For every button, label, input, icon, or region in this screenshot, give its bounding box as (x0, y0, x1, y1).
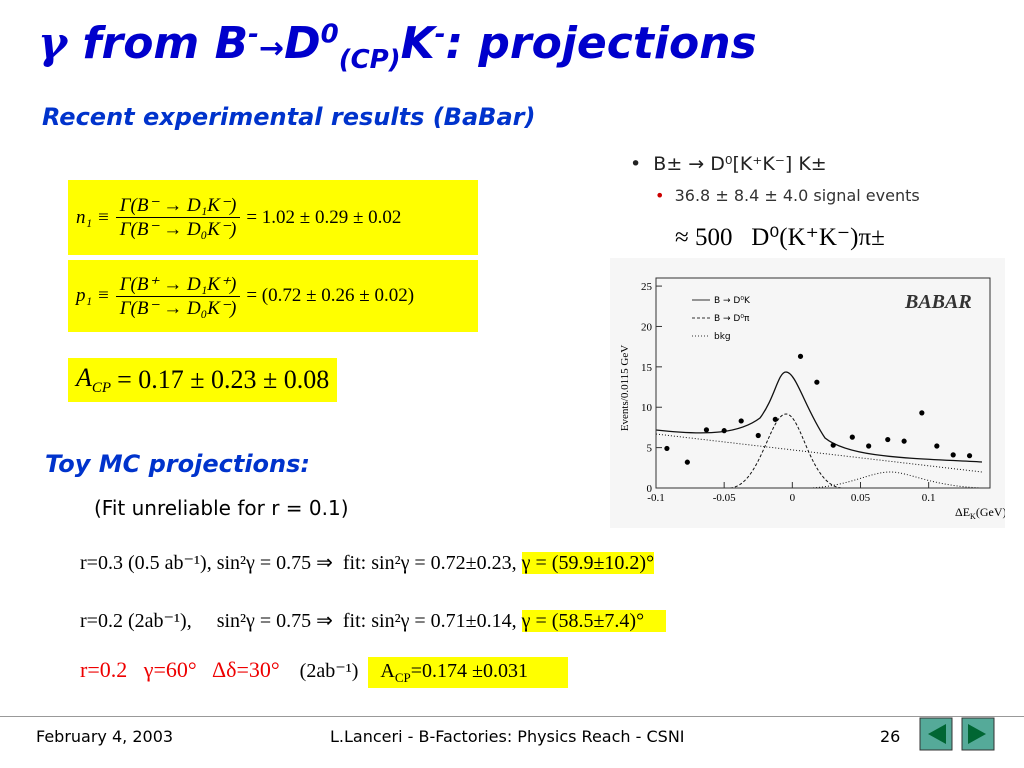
page-number: 26 (880, 727, 901, 746)
title-part: D (284, 18, 321, 69)
footer-rule (0, 716, 1024, 717)
fit-curve (655, 371, 983, 463)
eq-numerator: Γ(B⁻ → D₁K⁻) (115, 194, 241, 218)
data-point (684, 459, 690, 465)
bullet-text: 36.8 ± 8.4 ± 4.0 signal events (674, 186, 920, 205)
bullet: • 36.8 ± 8.4 ± 4.0 signal events (655, 186, 920, 205)
x-label-part: ΔE (955, 505, 970, 519)
note: (Fit unreliable for r = 0.1) (94, 496, 349, 520)
toy-text: r=0.2 (2ab⁻¹), sin²γ = 0.75 ⇒ fit: sin²γ… (80, 610, 517, 632)
eq-symbol: A (76, 362, 92, 392)
plot-frame (655, 277, 991, 489)
nav-buttons (919, 717, 995, 751)
legend-label: bkg (714, 332, 731, 342)
result-value: =0.174 ±0.031 (410, 660, 529, 682)
eq-lhs: n₁ ≡ (76, 206, 110, 228)
eq-rhs: = 0.17 ± 0.23 ± 0.08 (117, 365, 330, 394)
x-tick-label: 0.1 (922, 492, 936, 504)
section-heading: Toy MC projections: (45, 450, 311, 478)
toy-result: γ = (59.9±10.2)° (521, 552, 655, 574)
subtitle: Recent experimental results (BaBar) (42, 103, 536, 131)
result-sub: CP (394, 670, 411, 685)
toy-params: r=0.2 γ=60° Δδ=30° (80, 657, 280, 682)
eq-lhs: p₁ ≡ (76, 285, 110, 306)
signal-curve (729, 413, 843, 489)
eq-sub: CP (91, 380, 112, 397)
bullet-text: B± → D⁰[K⁺K⁻] K± (653, 153, 827, 175)
eq-rhs: = 1.02 ± 0.29 ± 0.02 (246, 206, 402, 228)
x-label-part: K (970, 512, 976, 521)
toy-row: r=0.3 (0.5 ab⁻¹), sin²γ = 0.75 ⇒ fit: si… (80, 550, 655, 575)
plot: Events/0.0115 GeV ΔEK(GeV) BABAR B → D⁰K… (610, 258, 1005, 528)
toy-result: ACP=0.174 ±0.031 (368, 657, 569, 688)
data-point (703, 427, 710, 433)
data-point (849, 434, 855, 440)
data-point (966, 453, 973, 459)
data-point (664, 445, 670, 452)
title-part: from B (67, 18, 249, 69)
eq-numerator: Γ(B⁺ → D₁K⁺) (115, 273, 241, 297)
data-point (755, 432, 761, 439)
title: γ from B-→D0(CP)K-: projections (38, 18, 757, 75)
bullet: • B± → D⁰[K⁺K⁻] K± (630, 153, 827, 175)
x-tick-label: 0 (790, 492, 796, 504)
toy-text: r=0.3 (0.5 ab⁻¹), sin²γ = 0.75 ⇒ fit: si… (80, 552, 517, 574)
data-point (950, 452, 956, 458)
y-tick-label: 25 (641, 281, 653, 293)
data-point (814, 379, 820, 385)
x-axis-label: ΔEK(GeV) (955, 505, 1005, 521)
data-point (738, 418, 744, 424)
title-part: γ (38, 18, 68, 69)
legend-label: B → D⁰K (714, 296, 751, 306)
toy-row: r=0.2 γ=60° Δδ=30° (2ab⁻¹) ACP=0.174 ±0.… (80, 657, 569, 688)
data-point (830, 442, 836, 448)
data-point (934, 443, 940, 449)
equation: n₁ ≡ Γ(B⁻ → D₁K⁻) Γ(B⁻ → D₀K⁻) = 1.02 ± 0.2… (68, 180, 478, 255)
note: ≈ 500 D⁰(K⁺K⁻)π± (675, 224, 885, 251)
nav-icon (968, 724, 986, 744)
title-part: : projections (445, 18, 757, 69)
y-tick-label: 15 (641, 362, 653, 374)
data-point (772, 416, 778, 422)
x-tick-label: -0.1 (647, 492, 664, 504)
toy-result: γ = (58.5±7.4)° (521, 610, 667, 632)
dpi-curve (809, 471, 983, 489)
data-point (901, 438, 907, 444)
legend-label: B → D⁰π (714, 314, 750, 324)
footer-date: February 4, 2003 (36, 727, 174, 746)
title-part: → (258, 31, 285, 66)
title-part: K (400, 18, 435, 69)
result-symbol: A (380, 660, 395, 682)
footer-center: L.Lanceri - B-Factories: Physics Reach -… (330, 727, 685, 746)
toy-row: r=0.2 (2ab⁻¹), sin²γ = 0.75 ⇒ fit: sin²γ… (80, 608, 667, 633)
data-point (866, 443, 872, 449)
logo: BABAR (904, 291, 972, 313)
toy-text: (2ab⁻¹) (299, 660, 359, 682)
equation: ACP = 0.17 ± 0.23 ± 0.08 (68, 358, 338, 402)
data-point (885, 436, 891, 443)
y-axis-label: Events/0.0115 GeV (619, 345, 631, 431)
y-tick-label: 5 (647, 443, 653, 455)
x-tick-label: 0.05 (851, 492, 871, 504)
eq-rhs: = (0.72 ± 0.26 ± 0.02) (246, 285, 415, 306)
data-point (919, 410, 925, 416)
eq-denominator: Γ(B⁻ → D₀K⁻) (119, 219, 237, 240)
title-part: (CP) (338, 44, 401, 75)
x-label-part: (GeV) (976, 505, 1005, 519)
nav-icon (928, 724, 946, 744)
title-part: - (248, 19, 259, 50)
equation: p₁ ≡ Γ(B⁺ → D₁K⁺) Γ(B⁻ → D₀K⁻) = (0.72 ± 0.… (68, 260, 478, 332)
y-tick-label: 0 (647, 483, 653, 495)
y-tick-label: 10 (641, 402, 653, 414)
eq-denominator: Γ(B⁻ → D₀K⁻) (119, 297, 237, 319)
data-point (797, 353, 804, 359)
title-part: 0 (320, 19, 339, 50)
title-part: - (434, 19, 446, 50)
x-tick-label: -0.05 (713, 492, 736, 504)
bkg-curve (655, 433, 983, 473)
y-tick-label: 20 (641, 321, 653, 333)
data-point (721, 428, 727, 434)
